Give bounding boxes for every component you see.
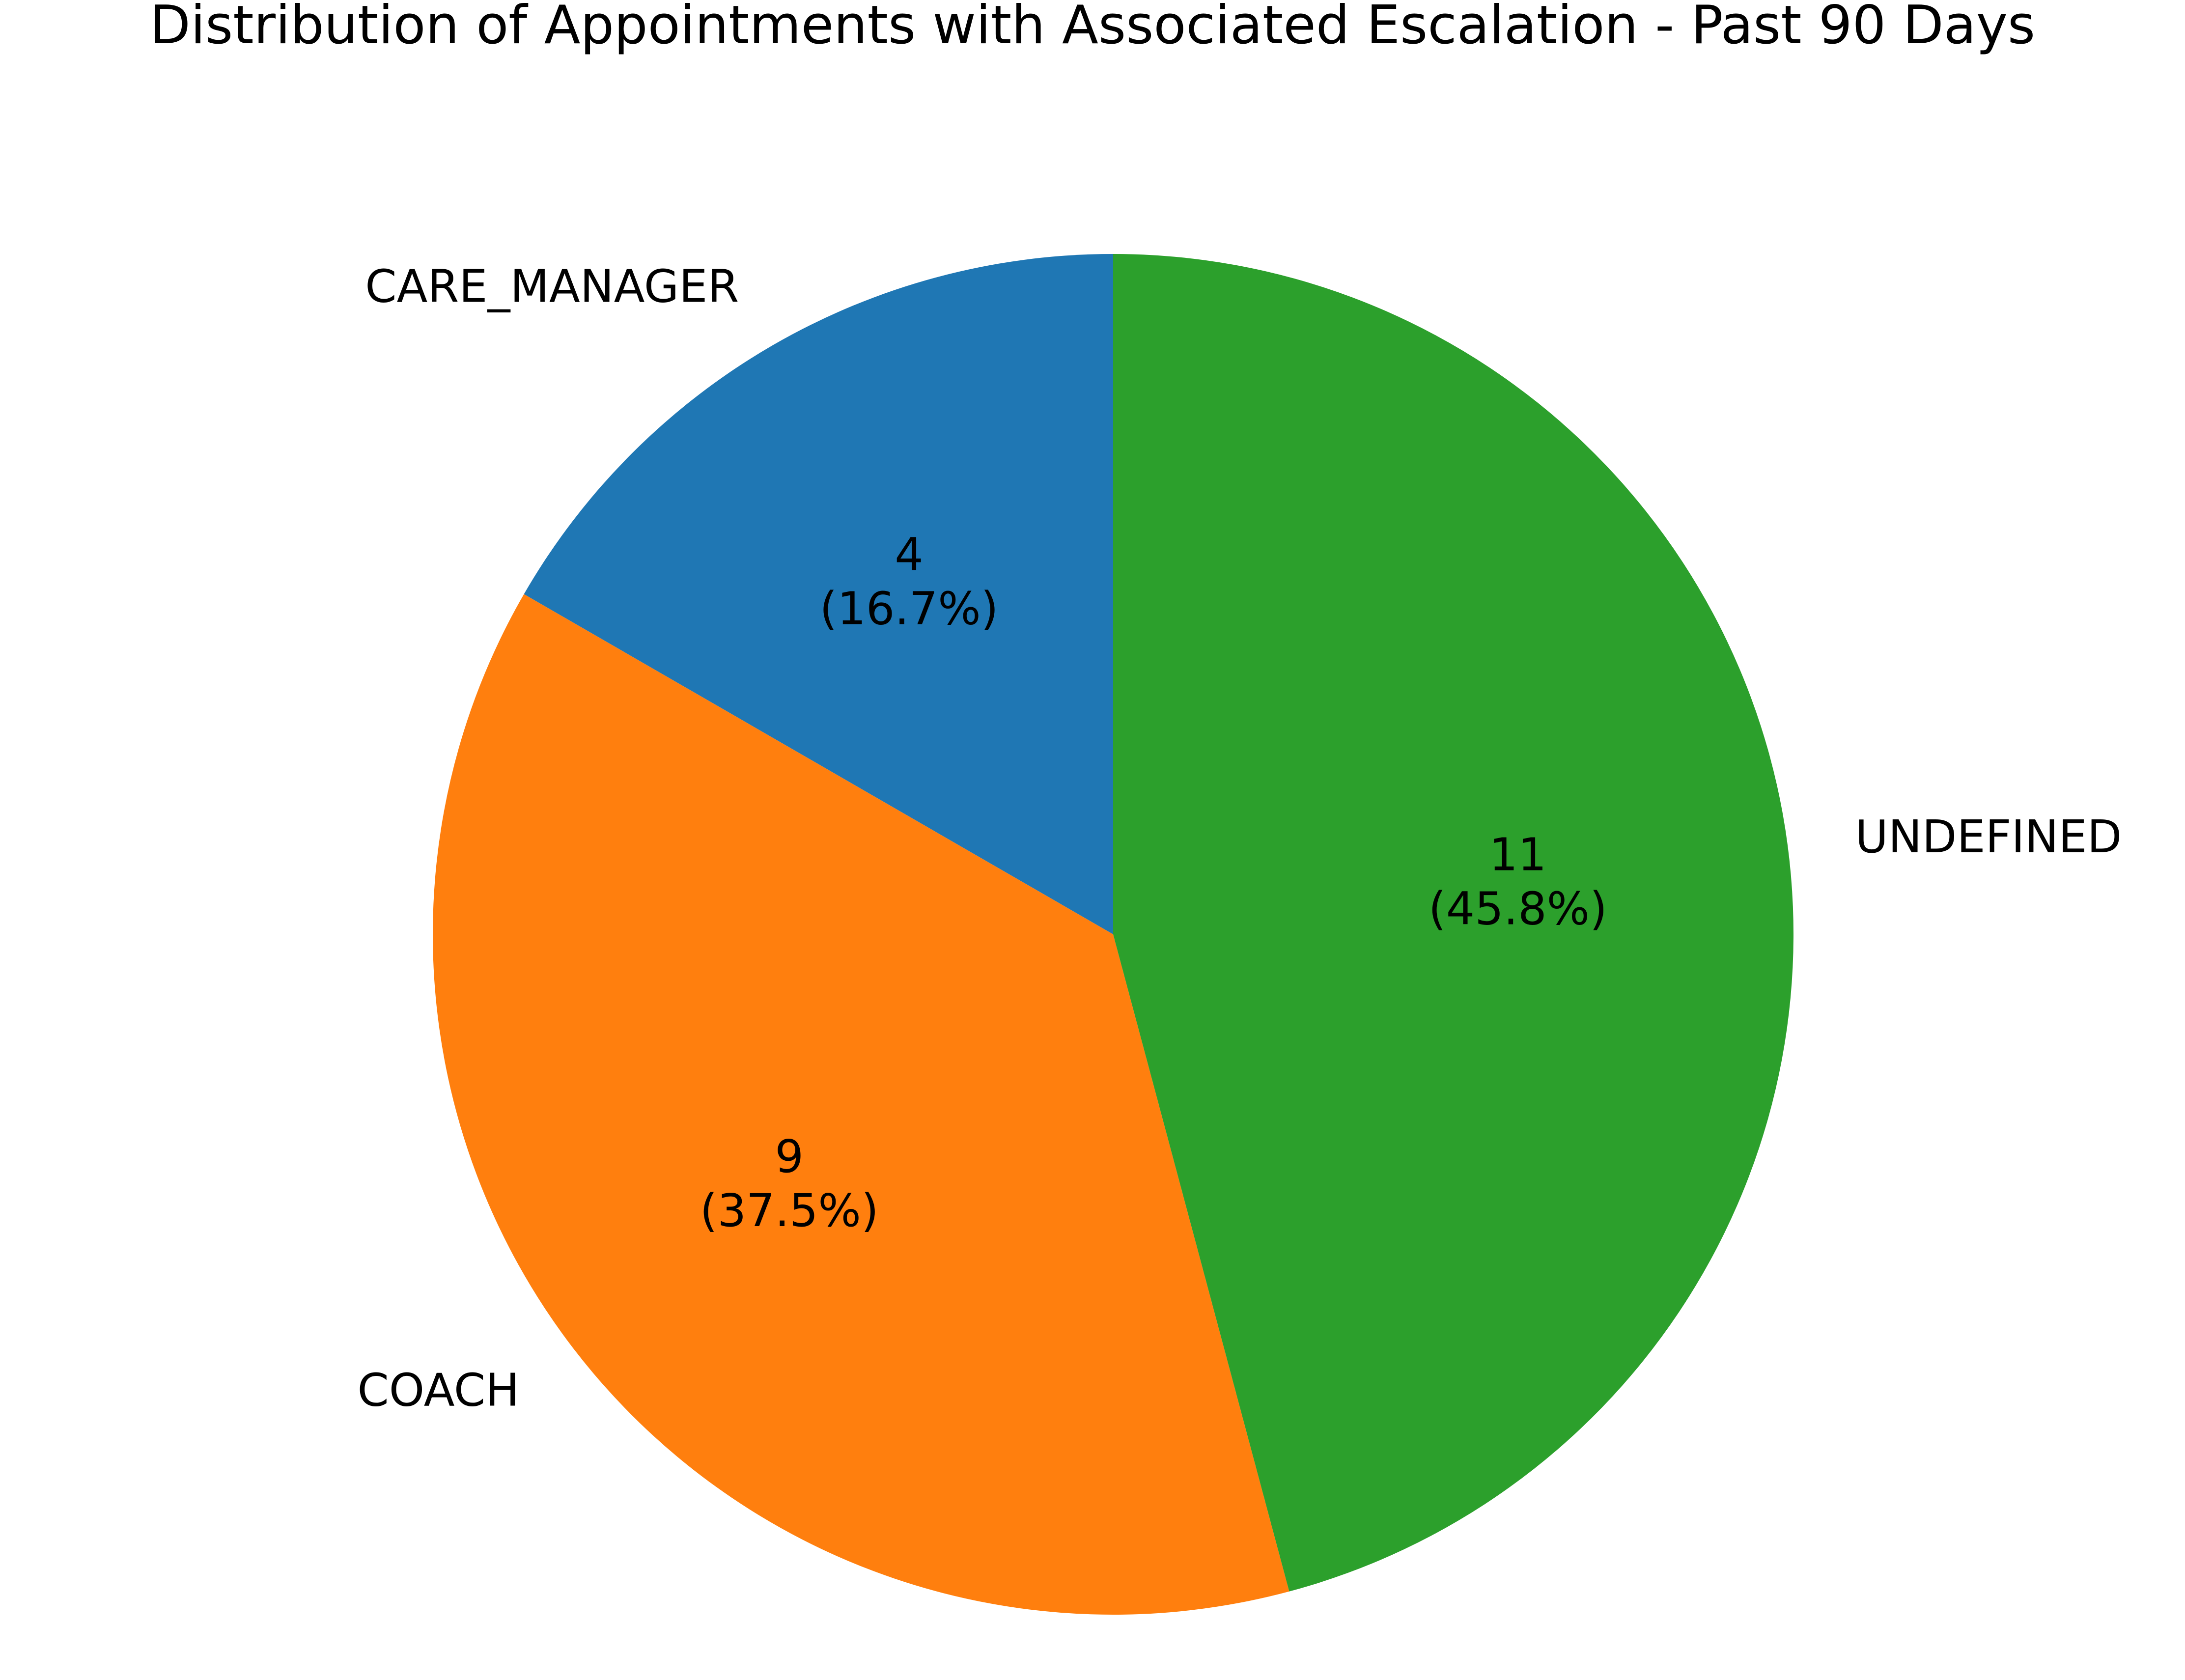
slice-percent-label: (45.8%) [1429,883,1607,935]
slice-percent-label: (16.7%) [819,582,998,635]
pie-slices [432,254,1794,1615]
pie-slice-coach [432,594,1289,1615]
slice-label: UNDEFINED [1855,811,2122,863]
slice-label: CARE_MANAGER [365,260,739,313]
slice-label: COACH [358,1364,520,1416]
slice-value-label: 9 [775,1130,804,1183]
slice-value-label: 11 [1489,829,1546,881]
pie-slice-undefined [1113,254,1794,1592]
pie-slice-care-manager [524,254,1113,934]
pie-labels: CARE_MANAGER 4(16.7%) COACH 9(37.5%) UNDEFIN… [358,260,2122,1417]
slice-percent-label: (37.5%) [700,1184,879,1237]
chart-title: Distribution of Appointments with Associ… [150,0,2035,56]
slice-value-label: 4 [895,528,924,581]
